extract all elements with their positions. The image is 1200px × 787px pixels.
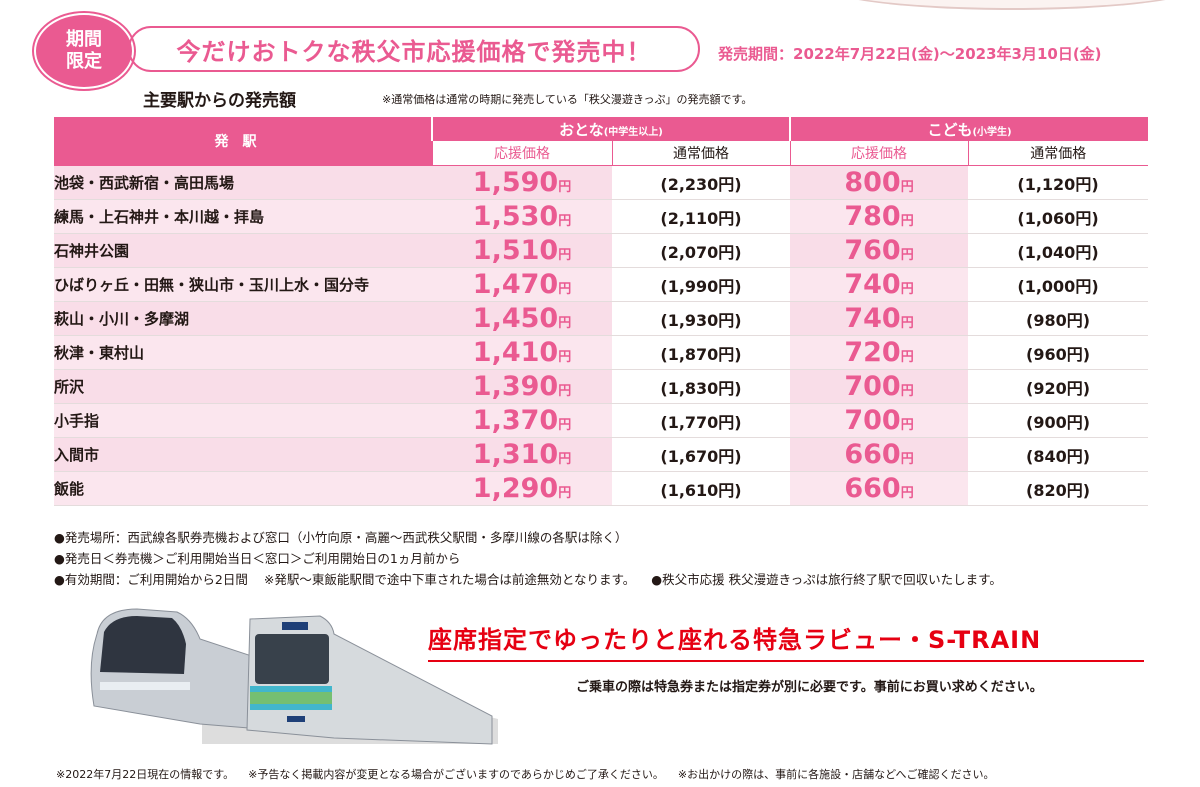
- adult-normal-price: (2,230円): [612, 165, 791, 200]
- adult-support-price: 1,530円: [432, 199, 612, 234]
- top-decoration: [0, 0, 1200, 12]
- station-cell: 小手指: [54, 403, 432, 438]
- station-cell: 練馬・上石神井・本川越・拝島: [54, 199, 432, 234]
- sales-period: 発売期間：2022年7月22日(金)～2023年3月10日(金): [718, 45, 1102, 63]
- child-normal-price: (960円): [968, 335, 1149, 370]
- child-support-price: 740円: [790, 301, 969, 336]
- child-support-price: 700円: [790, 403, 969, 438]
- section-note: ※通常価格は通常の時期に発売している「秩父漫遊きっぷ」の発売額です。: [382, 93, 753, 106]
- station-cell: 入間市: [54, 437, 432, 472]
- child-normal-price: (900円): [968, 403, 1149, 438]
- adult-normal-price: (1,670円): [612, 437, 791, 472]
- child-normal-price: (1,120円): [968, 165, 1149, 200]
- table-row: 秋津・東村山 1,410円 (1,870円) 720円 (960円): [54, 335, 1149, 370]
- child-normal-header: 通常価格: [967, 141, 1149, 166]
- table-row: 練馬・上石神井・本川越・拝島 1,530円 (2,110円) 780円 (1,060円): [54, 199, 1149, 234]
- station-cell: 石神井公園: [54, 233, 432, 268]
- child-normal-price: (1,040円): [968, 233, 1149, 268]
- badge-line1: 期間: [66, 29, 102, 50]
- adult-normal-price: (1,870円): [612, 335, 791, 370]
- child-normal-price: (840円): [968, 437, 1149, 472]
- child-normal-price: (920円): [968, 369, 1149, 404]
- footer-notes: ※2022年7月22日現在の情報です。 ※予告なく掲載内容が変更となる場合がござい…: [56, 768, 995, 781]
- adult-header: おとな(中学生以上): [430, 117, 791, 141]
- adult-normal-price: (2,070円): [612, 233, 791, 268]
- section-title: 主要駅からの発売額: [143, 91, 296, 111]
- child-support-price: 720円: [790, 335, 969, 370]
- adult-support-price: 1,450円: [432, 301, 612, 336]
- child-support-price: 780円: [790, 199, 969, 234]
- fare-table: 発駅 おとな(中学生以上) こども(小学生) 応援価格 通常価格 応援価格 通常…: [54, 117, 1149, 506]
- table-row: ひばりヶ丘・田無・狭山市・玉川上水・国分寺 1,470円 (1,990円) 740円(…: [54, 267, 1149, 302]
- badge-line2: 限定: [66, 51, 102, 72]
- child-normal-price: (1,060円): [968, 199, 1149, 234]
- station-cell: ひばりヶ丘・田無・狭山市・玉川上水・国分寺: [54, 267, 432, 302]
- table-row: 萩山・小川・多摩湖 1,450円 (1,930円) 740円 (980円): [54, 301, 1149, 336]
- child-normal-price: (820円): [968, 471, 1149, 506]
- table-row: 石神井公園 1,510円 (2,070円) 760円 (1,040円): [54, 233, 1149, 268]
- child-support-price: 740円: [790, 267, 969, 302]
- station-cell: 所沢: [54, 369, 432, 404]
- table-row: 所沢 1,390円 (1,830円) 700円 (920円): [54, 369, 1149, 404]
- adult-support-price: 1,290円: [432, 471, 612, 506]
- child-normal-price: (980円): [968, 301, 1149, 336]
- child-support-price: 800円: [790, 165, 969, 200]
- note-sales-date: ●発売日＜券売機＞ご利用開始当日＜窓口＞ご利用開始日の1ヵ月前から: [54, 551, 461, 566]
- station-cell: 飯能: [54, 471, 432, 506]
- train-illustration: [90, 608, 498, 745]
- child-support-price: 700円: [790, 369, 969, 404]
- note-validity: ●有効期間：ご利用開始から2日間 ※発駅～東飯能駅間で途中下車された場合は前途無効…: [54, 572, 1002, 587]
- child-normal-price: (1,000円): [968, 267, 1149, 302]
- adult-support-price: 1,370円: [432, 403, 612, 438]
- station-cell: 池袋・西武新宿・高田馬場: [54, 165, 432, 200]
- adult-support-price: 1,590円: [432, 165, 612, 200]
- notes: ●発売場所：西武線各駅券売機および窓口（小竹向原・高麗～西武秩父駅間・多摩川線の…: [54, 527, 1002, 590]
- station-cell: 萩山・小川・多摩湖: [54, 301, 432, 336]
- adult-normal-price: (1,610円): [612, 471, 791, 506]
- adult-support-price: 1,470円: [432, 267, 612, 302]
- adult-normal-price: (1,770円): [612, 403, 791, 438]
- table-row: 入間市 1,310円 (1,670円) 660円 (840円): [54, 437, 1149, 472]
- station-cell: 秋津・東村山: [54, 335, 432, 370]
- note-sales-place: ●発売場所：西武線各駅券売機および窓口（小竹向原・高麗～西武秩父駅間・多摩川線の…: [54, 530, 628, 545]
- adult-support-header: 応援価格: [431, 141, 612, 166]
- adult-normal-header: 通常価格: [611, 141, 791, 166]
- limited-express-note: ご乗車の際は特急券または指定券が別に必要です。事前にお買い求めください。: [576, 680, 1043, 695]
- adult-support-price: 1,390円: [432, 369, 612, 404]
- table-row: 池袋・西武新宿・高田馬場 1,590円 (2,230円) 800円 (1,120円): [54, 165, 1149, 200]
- adult-normal-price: (2,110円): [612, 199, 791, 234]
- child-support-price: 760円: [790, 233, 969, 268]
- child-support-price: 660円: [790, 471, 969, 506]
- table-row: 飯能 1,290円 (1,610円) 660円 (820円): [54, 471, 1149, 506]
- child-header: こども(小学生): [789, 117, 1149, 141]
- table-row: 小手指 1,370円 (1,770円) 700円 (900円): [54, 403, 1149, 438]
- adult-support-price: 1,410円: [432, 335, 612, 370]
- headline: 今だけおトクな秩父市応援価格で発売中！: [128, 26, 700, 72]
- station-header: 発駅: [54, 117, 432, 166]
- title-underline: [428, 660, 1144, 662]
- adult-support-price: 1,310円: [432, 437, 612, 472]
- limited-express-title: 座席指定でゆったりと座れる特急ラビュー・S-TRAIN: [428, 626, 1042, 654]
- child-support-price: 660円: [790, 437, 969, 472]
- adult-normal-price: (1,990円): [612, 267, 791, 302]
- adult-normal-price: (1,830円): [612, 369, 791, 404]
- child-support-header: 応援価格: [789, 141, 969, 166]
- adult-support-price: 1,510円: [432, 233, 612, 268]
- limited-period-badge: 期間 限定: [34, 13, 134, 89]
- adult-normal-price: (1,930円): [612, 301, 791, 336]
